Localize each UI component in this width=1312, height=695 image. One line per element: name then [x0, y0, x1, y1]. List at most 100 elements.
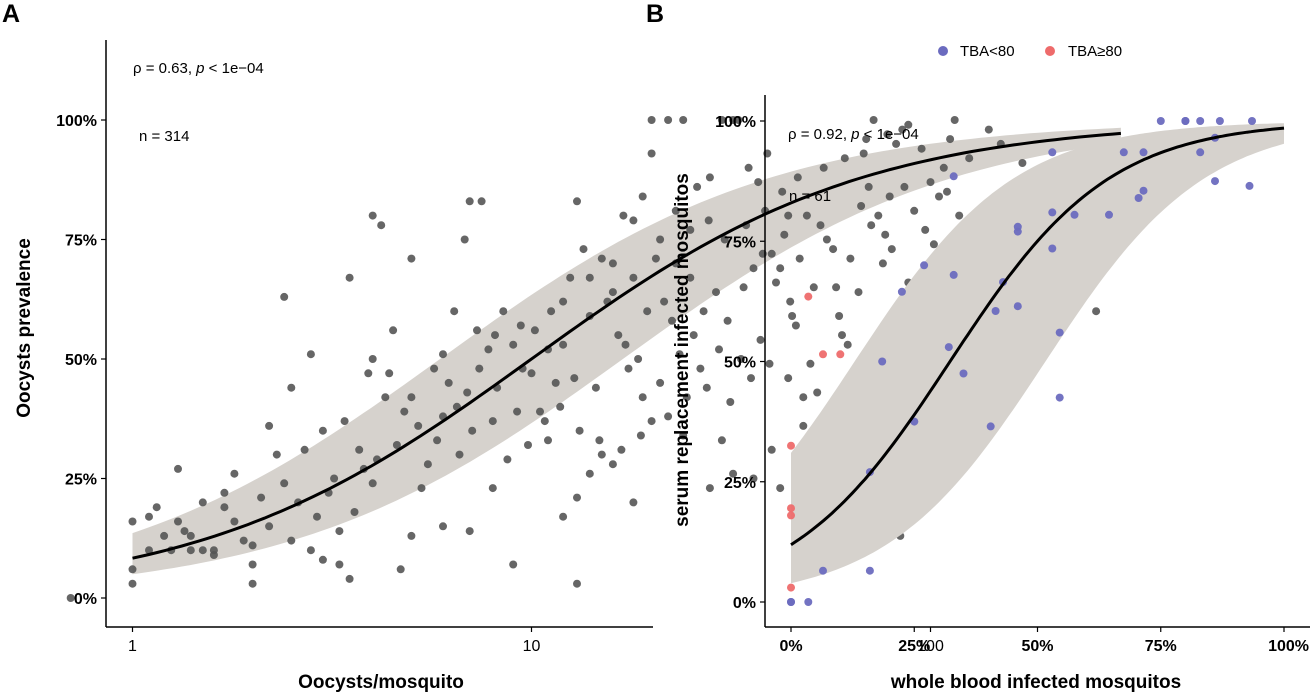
- data-point: [128, 517, 137, 526]
- data-point: [682, 393, 691, 402]
- data-point: [1196, 117, 1205, 125]
- data-point: [1211, 177, 1219, 186]
- data-point: [939, 163, 948, 172]
- data-point: [840, 154, 849, 163]
- data-point: [407, 393, 416, 402]
- data-point: [864, 182, 873, 191]
- confidence-band: [791, 123, 1284, 584]
- data-point: [439, 522, 447, 531]
- data-point: [513, 407, 522, 416]
- data-point: [551, 378, 560, 387]
- data-point: [530, 326, 539, 335]
- data-point: [1048, 244, 1057, 253]
- data-point: [651, 254, 660, 263]
- x-tick-label: 0%: [779, 638, 802, 655]
- data-point: [585, 469, 594, 478]
- data-point: [306, 546, 315, 555]
- data-point: [198, 546, 207, 555]
- data-point: [671, 206, 680, 215]
- data-point: [776, 264, 785, 273]
- data-point: [377, 221, 386, 230]
- data-point: [702, 383, 711, 392]
- data-point: [705, 173, 714, 182]
- data-point: [664, 116, 673, 124]
- data-point: [643, 307, 652, 316]
- data-point: [1119, 148, 1128, 157]
- x-tick-label: 10: [523, 638, 541, 655]
- data-point: [475, 364, 484, 373]
- data-point: [705, 484, 714, 493]
- data-point: [248, 541, 257, 550]
- data-point: [634, 355, 643, 363]
- data-point: [767, 249, 776, 258]
- data-point: [813, 388, 822, 397]
- y-tick-label: 25%: [724, 475, 756, 492]
- data-point: [597, 450, 606, 459]
- data-point: [787, 504, 795, 513]
- data-point: [619, 211, 628, 220]
- panel-a-rho-annotation: ρ = 0.63, p < 1e−04: [133, 60, 264, 77]
- data-point: [679, 116, 688, 124]
- data-point: [248, 560, 257, 569]
- data-point: [570, 374, 579, 383]
- data-point: [547, 307, 556, 316]
- data-point: [1105, 210, 1113, 219]
- x-tick-label: 1: [128, 638, 137, 655]
- data-point: [624, 364, 633, 373]
- data-point: [160, 531, 169, 540]
- data-point: [345, 273, 354, 282]
- x-tick-label: 100%: [1268, 638, 1309, 655]
- data-point: [265, 421, 274, 430]
- data-point: [881, 230, 890, 239]
- data-point: [776, 484, 785, 493]
- data-point: [468, 426, 477, 435]
- data-point: [1070, 210, 1079, 219]
- data-point: [1245, 181, 1254, 190]
- data-point: [885, 192, 894, 201]
- data-point: [287, 383, 296, 392]
- data-point: [566, 273, 575, 282]
- data-point: [608, 460, 617, 469]
- data-point: [699, 307, 708, 316]
- data-point: [230, 517, 239, 526]
- data-point: [621, 340, 630, 349]
- data-point: [784, 374, 793, 383]
- data-point: [720, 235, 729, 244]
- data-point: [265, 522, 274, 531]
- data-point: [756, 335, 765, 344]
- x-tick-label: 25%: [898, 638, 930, 655]
- data-point: [991, 307, 1000, 315]
- data-point: [1248, 117, 1256, 125]
- data-point: [559, 297, 568, 306]
- data-point: [862, 135, 871, 144]
- data-point: [874, 211, 883, 220]
- data-point: [345, 574, 354, 583]
- panel-letter-b: B: [646, 0, 664, 28]
- data-point: [524, 441, 532, 449]
- y-tick-label: 75%: [65, 233, 97, 250]
- data-point: [693, 182, 702, 191]
- data-point: [729, 469, 738, 478]
- data-point: [767, 445, 776, 454]
- data-point: [313, 512, 321, 521]
- panel-b-plot: 0% 25% 50% 75% 100% 0% 25% 50% 75% 100% ρ = 0.92,…: [672, 43, 1310, 693]
- data-point: [629, 216, 638, 225]
- data-point: [704, 216, 713, 225]
- data-point: [929, 240, 938, 249]
- data-point: [747, 374, 755, 383]
- data-point: [617, 445, 626, 454]
- panel-b-axes: 0% 25% 50% 75% 100% 0% 25% 50% 75% 100%: [715, 95, 1310, 655]
- data-point: [647, 149, 656, 158]
- data-point: [559, 512, 568, 521]
- data-point: [737, 355, 745, 363]
- data-point: [819, 566, 827, 575]
- data-point: [368, 355, 377, 363]
- y-tick-label: 50%: [65, 352, 97, 369]
- data-point: [152, 503, 161, 512]
- data-point: [368, 211, 377, 220]
- data-point: [765, 359, 774, 368]
- data-point: [749, 474, 758, 483]
- data-point: [804, 598, 813, 606]
- panel-b-points: [787, 117, 1256, 606]
- data-point: [559, 340, 568, 349]
